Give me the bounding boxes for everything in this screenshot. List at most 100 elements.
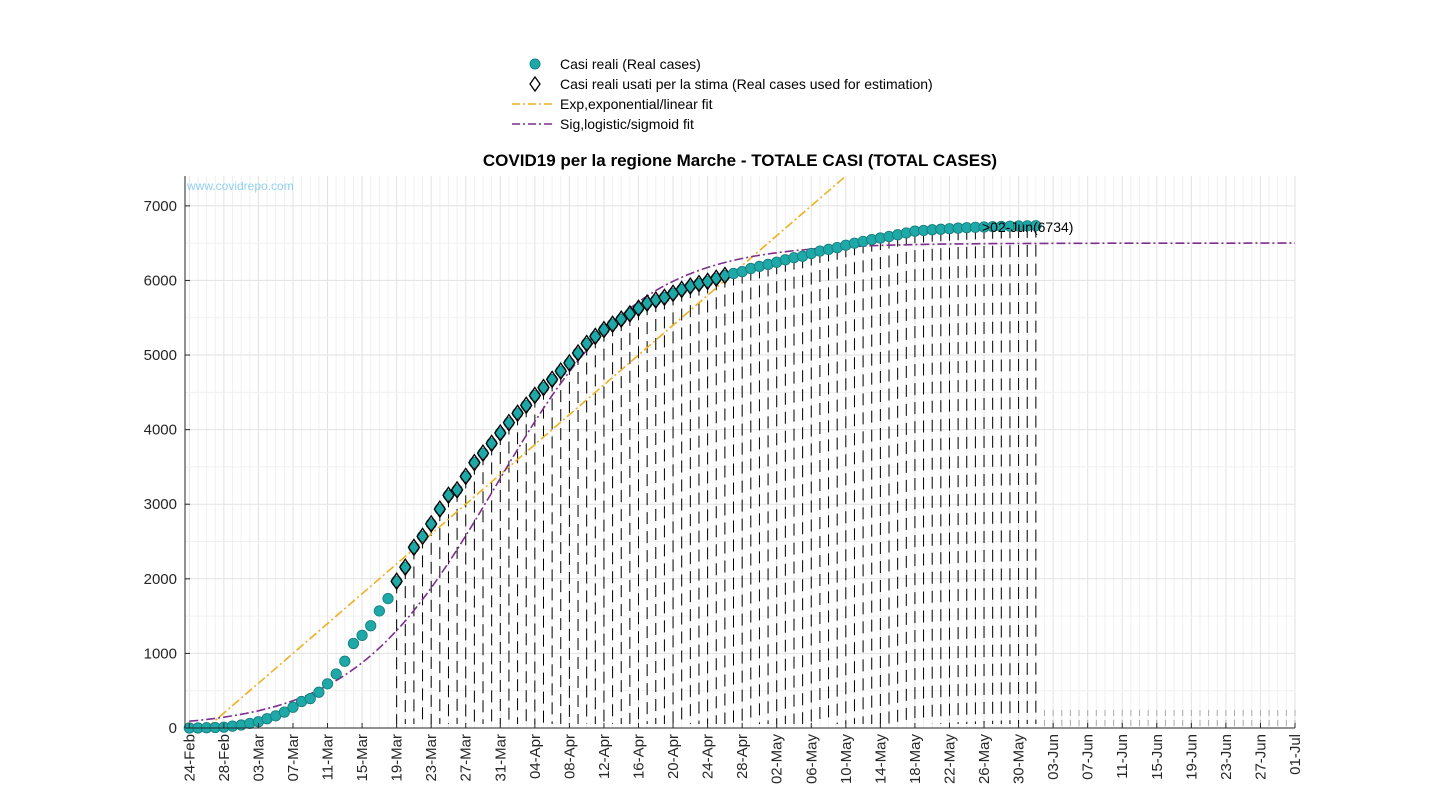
x-tick-label: 04-Apr <box>527 734 544 779</box>
real-case-point <box>339 655 351 667</box>
estimation-point <box>597 320 611 339</box>
real-case-point <box>373 605 385 617</box>
estimation-point <box>494 423 507 443</box>
data-points <box>183 220 1042 734</box>
estimation-point <box>580 334 593 353</box>
x-tick-label: 22-May <box>941 734 958 785</box>
estimation-point <box>545 370 559 389</box>
x-tick-label: 01-Jul <box>1287 734 1304 775</box>
estimation-point <box>614 309 628 329</box>
estimation-point <box>563 353 576 373</box>
legend: Casi reali (Real cases) Casi reali usati… <box>512 56 933 132</box>
estimation-point <box>390 572 403 591</box>
x-tick-label: 26-May <box>976 734 993 785</box>
x-ticks: 24-Feb 28-Feb 03-Mar 07-Mar 11-Mar 15-Mar 19-M… <box>181 723 1304 784</box>
estimation-point <box>450 480 464 500</box>
legend-entry-used-cases: Casi reali usati per la stima (Real case… <box>529 75 933 93</box>
real-case-point <box>1030 220 1042 232</box>
y-tick-label: 0 <box>169 720 177 737</box>
real-case-point <box>382 592 394 605</box>
x-tick-label: 18-May <box>907 734 924 785</box>
x-tick-label: 03-Jun <box>1045 734 1062 780</box>
legend-entry-exp-fit: Exp,exponential/linear fit <box>512 96 713 112</box>
estimation-point <box>554 361 568 381</box>
x-tick-label: 27-Mar <box>458 734 475 782</box>
estimation-point <box>476 444 490 463</box>
y-tick-label: 3000 <box>144 496 177 513</box>
x-tick-label: 07-Mar <box>285 734 302 782</box>
x-tick-label: 16-Apr <box>631 734 648 779</box>
y-tick-label: 4000 <box>144 422 177 439</box>
real-case-point <box>330 668 342 680</box>
real-case-point <box>313 686 325 698</box>
estimation-point <box>485 434 498 453</box>
x-tick-label: 15-Mar <box>354 734 371 782</box>
x-tick-label: 11-Jun <box>1114 734 1131 779</box>
legend-label: Exp,exponential/linear fit <box>560 96 713 112</box>
y-tick-label: 5000 <box>144 347 177 364</box>
real-case-point <box>347 637 360 650</box>
x-tick-label: 23-Mar <box>423 734 440 782</box>
estimation-point <box>442 486 455 505</box>
x-tick-label: 24-Feb <box>181 734 198 782</box>
estimation-point <box>502 413 516 432</box>
legend-marker-diamond <box>529 75 541 93</box>
x-tick-label: 28-Apr <box>734 734 751 779</box>
x-tick-label: 10-May <box>838 734 855 785</box>
sig-fit-line <box>189 242 1295 722</box>
x-tick-label: 07-Jun <box>1080 734 1097 780</box>
chart-title: COVID19 per la regione Marche - TOTALE C… <box>483 151 997 170</box>
estimation-point <box>571 343 585 363</box>
x-tick-label: 06-May <box>803 734 820 785</box>
dashed-markers <box>396 225 1296 726</box>
axes <box>184 176 1295 729</box>
legend-label: Casi reali (Real cases) <box>560 56 701 72</box>
estimation-point <box>398 558 412 577</box>
x-tick-label: 24-Apr <box>700 734 717 779</box>
real-case-point <box>365 620 377 632</box>
y-tick-label: 7000 <box>144 198 177 215</box>
estimation-point <box>433 499 447 519</box>
x-tick-label: 15-Jun <box>1149 734 1166 780</box>
legend-entry-real-cases: Casi reali (Real cases) <box>529 56 701 72</box>
x-tick-label: 28-Feb <box>216 734 233 782</box>
estimation-point <box>537 378 550 397</box>
y-tick-label: 1000 <box>144 645 177 662</box>
estimation-point <box>528 386 542 405</box>
x-tick-label: 20-Apr <box>665 734 682 779</box>
x-tick-label: 08-Apr <box>561 734 578 779</box>
x-tick-label: 14-May <box>872 734 889 785</box>
last-value-annotation: >02-Jun(6734) <box>982 219 1073 235</box>
estimation-point <box>519 396 533 415</box>
x-tick-label: 19-Jun <box>1183 734 1200 780</box>
x-tick-label: 03-Mar <box>250 734 267 782</box>
real-case-point <box>321 678 334 690</box>
x-tick-label: 19-Mar <box>389 734 406 782</box>
x-tick-label: 27-Jun <box>1252 734 1269 780</box>
watermark: www.covidrepo.com <box>186 179 294 193</box>
x-tick-label: 23-Jun <box>1218 734 1235 780</box>
estimation-point <box>589 327 602 346</box>
legend-entry-sig-fit: Sig,logistic/sigmoid fit <box>512 116 694 132</box>
x-tick-label: 12-Apr <box>596 734 613 779</box>
legend-marker-circle <box>529 58 541 70</box>
estimation-point <box>623 304 637 323</box>
estimation-point <box>424 514 438 534</box>
real-case-point <box>287 701 299 713</box>
y-tick-label: 6000 <box>144 272 177 289</box>
estimation-point <box>511 404 524 423</box>
plot-area: 0 1000 2000 3000 4000 5000 6000 7000 24-Feb 28-F… <box>144 175 1304 784</box>
estimation-point <box>468 453 481 472</box>
legend-label: Casi reali usati per la stima (Real case… <box>560 76 933 92</box>
legend-label: Sig,logistic/sigmoid fit <box>560 116 694 132</box>
real-case-point <box>356 629 368 641</box>
x-tick-label: 02-May <box>769 734 786 785</box>
x-tick-label: 11-Mar <box>320 734 337 780</box>
y-ticks: 0 1000 2000 3000 4000 5000 6000 7000 <box>144 198 190 737</box>
x-tick-label: 30-May <box>1011 734 1028 785</box>
real-case-point <box>304 693 316 705</box>
real-case-point <box>278 706 290 718</box>
estimation-point <box>416 527 429 546</box>
estimation-point <box>407 538 421 557</box>
